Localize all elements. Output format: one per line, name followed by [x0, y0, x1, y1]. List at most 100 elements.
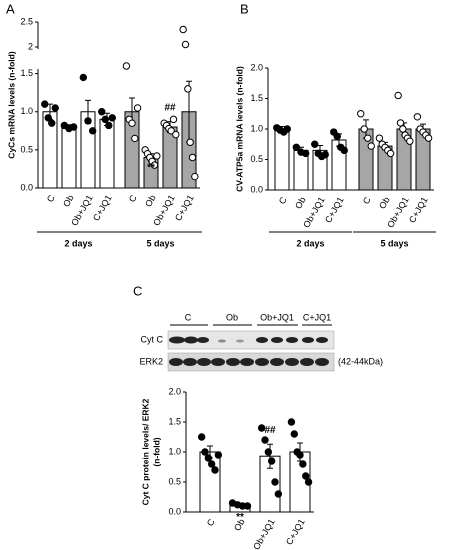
group-label: 5 days	[146, 238, 174, 248]
lane-label: Ob+JQ1	[260, 312, 294, 322]
data-point	[406, 137, 414, 145]
y-tick-label: 0.0	[20, 182, 33, 192]
data-point	[424, 134, 433, 142]
data-point	[181, 40, 190, 49]
panel-letter: B	[240, 1, 249, 16]
group-label: 2 days	[64, 238, 92, 248]
x-tick-label: C	[205, 517, 217, 528]
y-tick-label: 1.0	[20, 106, 33, 116]
panel-letter: C	[133, 283, 142, 298]
data-point	[169, 115, 178, 124]
bar	[274, 128, 290, 191]
data-point	[167, 127, 175, 135]
data-point	[133, 104, 142, 112]
data-point	[261, 436, 269, 444]
data-point	[122, 62, 131, 70]
y-tick-label: 1.5	[250, 93, 263, 103]
data-point	[292, 143, 301, 152]
data-point	[364, 134, 372, 142]
data-point	[243, 502, 252, 510]
data-point	[207, 460, 216, 468]
data-point	[396, 119, 405, 127]
data-point	[413, 113, 422, 121]
data-point	[201, 448, 209, 456]
data-point	[105, 121, 113, 130]
data-point	[153, 152, 161, 160]
bar	[61, 126, 77, 189]
data-point	[44, 114, 52, 122]
data-point	[84, 117, 92, 125]
y-tick-label: 0.0	[250, 184, 263, 194]
data-point	[101, 115, 109, 124]
data-point	[283, 125, 291, 133]
data-point	[375, 134, 384, 142]
data-point	[264, 448, 273, 456]
y-tick-label: 2.0	[250, 62, 263, 72]
data-point	[98, 108, 106, 116]
y-tick-label: 2.0	[168, 386, 181, 396]
lane-label: Ob	[226, 312, 238, 322]
data-point	[301, 149, 310, 158]
bands	[169, 336, 329, 366]
annotation: ##	[164, 102, 176, 113]
y-tick-label: 1.5	[20, 68, 33, 78]
data-point	[296, 451, 304, 459]
y-axis-label: CV-ATP5a mRNA levels (n-fold)	[234, 66, 244, 192]
data-point	[304, 478, 313, 486]
data-point	[179, 25, 187, 34]
x-tick-label: C	[277, 195, 289, 206]
panel-letter: A	[6, 1, 15, 16]
data-point	[79, 73, 88, 82]
bar	[99, 118, 115, 189]
data-point	[257, 424, 266, 432]
data-point	[357, 110, 365, 118]
data-point	[41, 100, 49, 108]
y-tick-label: 2	[28, 41, 33, 51]
data-point	[287, 418, 296, 426]
data-point	[51, 104, 59, 112]
y-tick-label: 0.5	[20, 144, 33, 154]
y-tick-label: 0.5	[250, 154, 263, 164]
data-point	[184, 85, 192, 93]
data-point	[399, 125, 407, 133]
group-label: 2 days	[296, 238, 324, 248]
data-point	[290, 430, 298, 438]
data-point	[299, 460, 307, 468]
y-tick-label: 1.5	[168, 416, 181, 426]
data-point	[88, 127, 97, 135]
band-size: (42-44kDa)	[338, 356, 383, 366]
row-label: Cyt C	[141, 334, 164, 344]
data-point	[311, 140, 319, 148]
row-label: ERK2	[139, 356, 163, 366]
data-point	[188, 153, 197, 162]
lane-label: C	[185, 312, 192, 322]
x-tick-label: C	[45, 193, 57, 204]
data-point	[128, 119, 136, 127]
y-tick-label: 0.5	[168, 476, 181, 486]
annotation: **	[147, 162, 155, 173]
y-tick-label: 2.5	[20, 16, 33, 26]
data-point	[150, 161, 159, 169]
group-label: 5 days	[380, 238, 408, 248]
data-point	[340, 146, 348, 155]
data-point	[191, 172, 199, 181]
y-axis-label: Cyt C protein levels/ ERK2	[140, 398, 150, 505]
data-point	[69, 123, 78, 131]
data-point	[172, 130, 180, 139]
data-point	[360, 125, 368, 133]
data-point	[204, 454, 213, 462]
annotation: ##	[264, 425, 276, 436]
x-tick-label: C	[361, 195, 373, 206]
data-point	[302, 472, 310, 480]
western-blot: C Ob Ob+JQ1 C+JQ1 Cyt C ERK2 (42-44kDa)	[139, 312, 383, 372]
data-point	[267, 457, 276, 465]
data-point	[271, 478, 279, 486]
blot-strip	[167, 330, 335, 350]
data-point	[321, 150, 329, 159]
data-point	[131, 134, 139, 143]
annotation: **	[236, 512, 244, 523]
y-tick-label: 1.0	[168, 446, 181, 456]
data-point	[108, 114, 116, 122]
